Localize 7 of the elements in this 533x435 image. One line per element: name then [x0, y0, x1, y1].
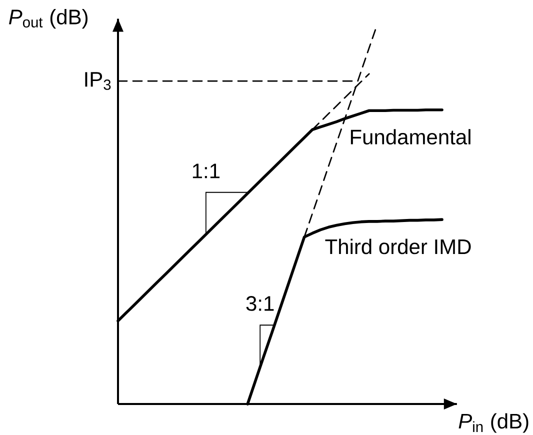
series-label: IP$_{3}$: [85, 72, 111, 90]
y-axis-title: P$_{out}$ (dB): [8, 9, 88, 29]
annotation: 1:1: [192, 164, 220, 178]
series-label: Third order IMD: [325, 238, 471, 254]
x-axis-title: P$_{in}$ (dB): [458, 413, 528, 433]
series-label: Fundamental: [350, 129, 470, 145]
annotation: 3:1: [246, 296, 274, 311]
